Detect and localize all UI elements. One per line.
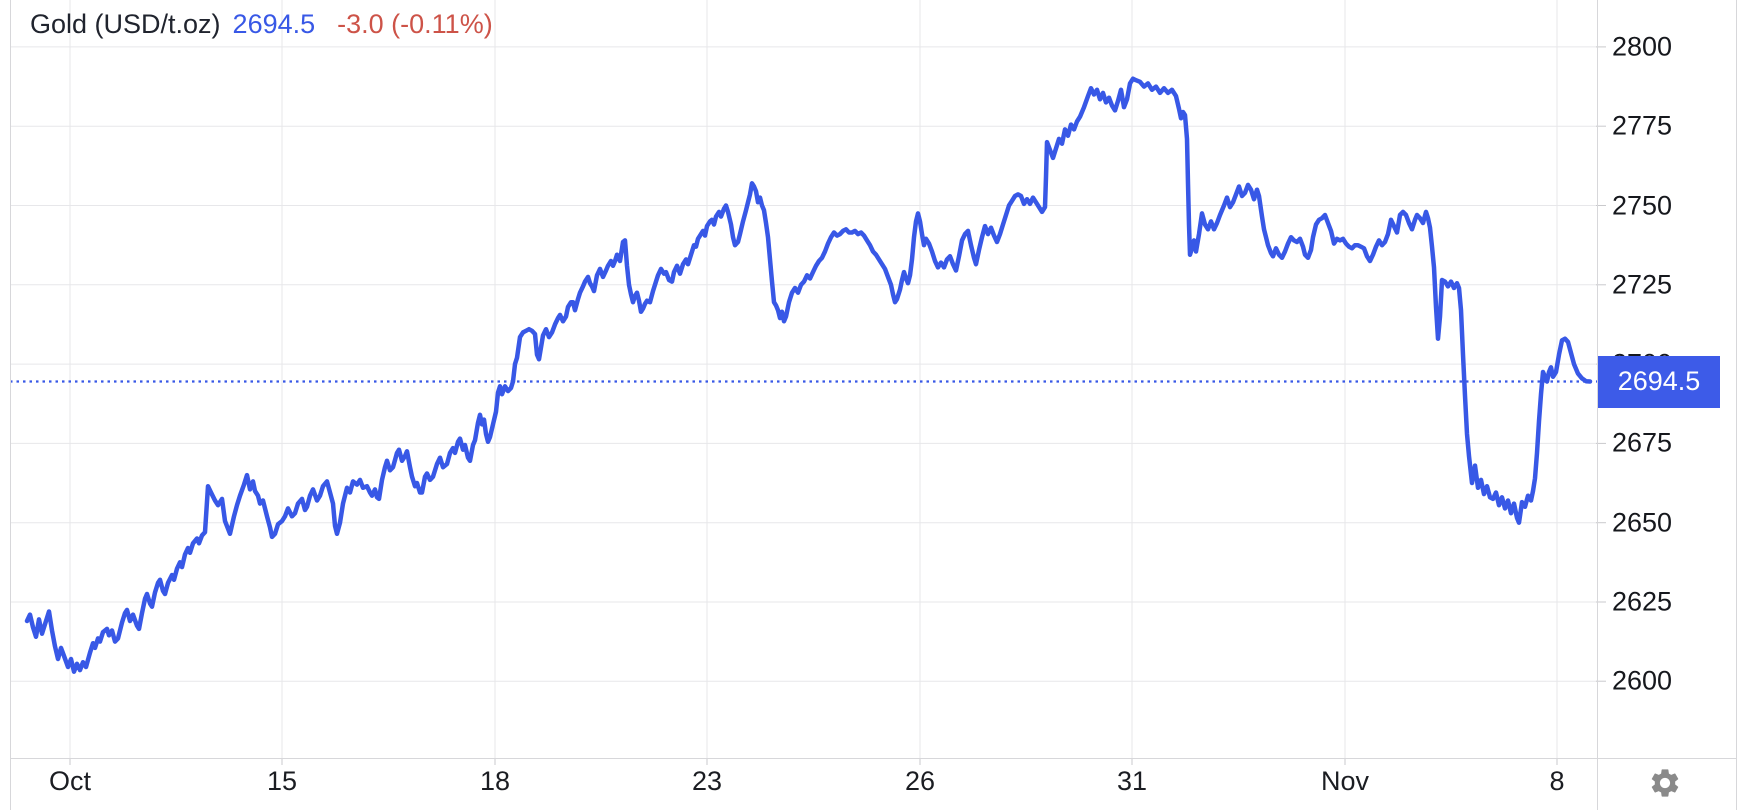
x-axis-label-8: 8 (1549, 766, 1565, 796)
y-axis-label-2650: 2650 (1612, 507, 1673, 538)
x-axis-label-Oct: Oct (48, 766, 92, 796)
y-axis-label-2675: 2675 (1612, 427, 1673, 458)
x-axis-label-18: 18 (479, 766, 511, 796)
x-axis-label-Nov: Nov (1320, 766, 1370, 796)
y-axis-label-2600: 2600 (1612, 665, 1673, 696)
price-line-series (24, 76, 1593, 674)
plot-left-border (10, 0, 11, 810)
settings-icon[interactable] (1648, 766, 1682, 800)
vertical-gridlines (69, 0, 1558, 765)
y-axis-label-2750: 2750 (1612, 190, 1673, 221)
y-axis-label-2800: 2800 (1612, 31, 1673, 62)
current-price-text: 2694.5 (232, 9, 316, 39)
current-price-badge-value: 2694.5 (1617, 366, 1701, 397)
right-border (1736, 0, 1737, 810)
horizontal-gridlines (10, 46, 1606, 682)
y-axis-label-2725: 2725 (1612, 269, 1673, 300)
y-axis-label-2775: 2775 (1612, 110, 1673, 141)
axis-separator-line (1597, 0, 1598, 810)
price-change-text: -3.0 (-0.11%) (337, 9, 493, 39)
instrument-name: Gold (USD/t.oz) (30, 9, 221, 39)
current-price-badge: 2694.5 (1598, 355, 1720, 408)
x-axis-label-26: 26 (904, 766, 936, 796)
x-axis-label-31: 31 (1116, 766, 1148, 796)
y-axis-label-2625: 2625 (1612, 586, 1673, 617)
x-axis-label-23: 23 (691, 766, 723, 796)
chart-title: Gold (USD/t.oz) 2694.5 -3.0 (-0.11%) (30, 9, 493, 40)
x-axis-label-15: 15 (266, 766, 298, 796)
x-axis-line (10, 758, 1737, 759)
gear-icon (1651, 769, 1679, 797)
